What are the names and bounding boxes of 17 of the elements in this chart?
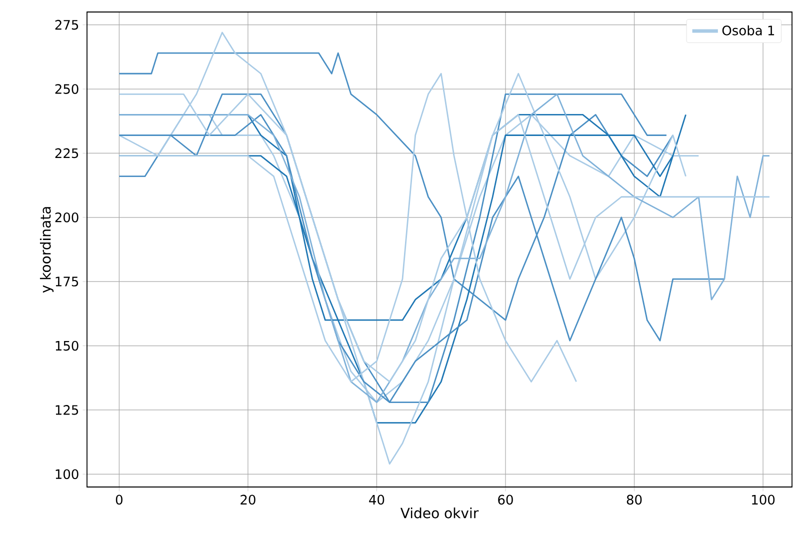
x-tick-label: 0 bbox=[116, 494, 122, 505]
y-tick-label: 125 bbox=[56, 405, 78, 415]
y-tick-label: 225 bbox=[55, 148, 78, 158]
x-tick-label: 40 bbox=[369, 494, 384, 505]
y-axis-title: y koordinata bbox=[40, 207, 54, 293]
y-tick-label: 175 bbox=[56, 276, 78, 286]
y-tick-label: 150 bbox=[56, 340, 78, 351]
x-tick-label: 80 bbox=[626, 494, 642, 505]
y-tick-label: 200 bbox=[55, 212, 78, 222]
y-tick-label: 250 bbox=[55, 84, 78, 94]
y-tick-label: 275 bbox=[55, 20, 78, 30]
x-tick-label: 100 bbox=[752, 494, 775, 505]
x-axis-title: Video okvir bbox=[400, 508, 479, 518]
legend-label: Osoba 1 bbox=[722, 25, 774, 36]
x-tick-label: 20 bbox=[240, 494, 256, 505]
x-tick-label: 60 bbox=[498, 494, 513, 505]
y-tick-label: 100 bbox=[56, 469, 78, 480]
